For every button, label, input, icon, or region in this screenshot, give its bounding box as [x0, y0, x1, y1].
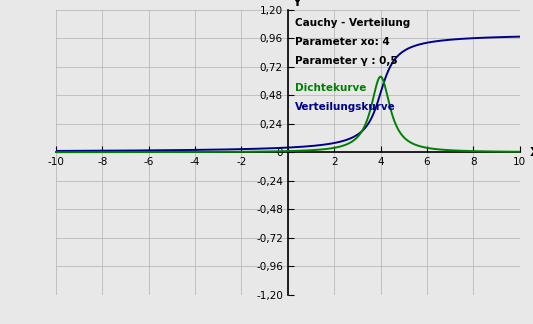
Text: Y: Y: [292, 0, 301, 9]
Text: Parameter xo: 4: Parameter xo: 4: [295, 37, 390, 47]
Text: Verteilungskurve: Verteilungskurve: [295, 102, 395, 112]
Text: Dichtekurve: Dichtekurve: [295, 83, 366, 93]
Text: X: X: [529, 146, 533, 159]
Text: Cauchy - Verteilung: Cauchy - Verteilung: [295, 18, 410, 28]
Text: Parameter γ : 0,5: Parameter γ : 0,5: [295, 56, 398, 66]
